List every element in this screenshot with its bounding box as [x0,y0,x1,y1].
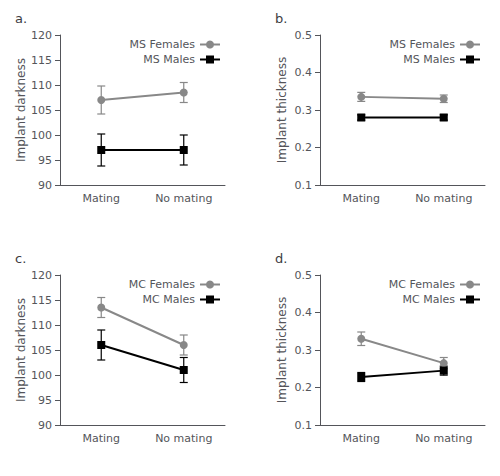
svg-text:d.: d. [275,251,287,266]
svg-text:Mating: Mating [82,192,120,205]
svg-text:100: 100 [31,369,52,382]
svg-text:110: 110 [31,319,52,332]
svg-text:0.1: 0.1 [295,419,313,432]
svg-text:Implant darkness: Implant darkness [14,298,28,402]
svg-text:Implant thickness: Implant thickness [275,57,289,163]
svg-text:95: 95 [38,394,52,407]
svg-text:115: 115 [31,294,52,307]
svg-text:c.: c. [15,251,26,266]
svg-text:Mating: Mating [82,432,120,445]
svg-text:MC Females: MC Females [389,278,455,291]
svg-text:0.3: 0.3 [295,344,313,357]
svg-text:0.4: 0.4 [295,66,313,79]
svg-text:MS Males: MS Males [143,53,195,66]
svg-text:95: 95 [38,154,52,167]
svg-text:MS Females: MS Females [390,38,456,51]
svg-text:0.5: 0.5 [295,29,313,42]
svg-text:MC Males: MC Males [403,293,456,306]
svg-text:115: 115 [31,54,52,67]
svg-text:120: 120 [31,29,52,42]
svg-text:Mating: Mating [342,192,380,205]
svg-text:No mating: No mating [415,432,472,445]
svg-text:0.5: 0.5 [295,269,313,282]
svg-text:0.1: 0.1 [295,179,313,192]
svg-text:MS Males: MS Males [403,53,455,66]
svg-text:110: 110 [31,79,52,92]
svg-text:MC Females: MC Females [129,278,195,291]
svg-text:0.4: 0.4 [295,306,313,319]
svg-text:a.: a. [15,11,27,26]
svg-text:MS Females: MS Females [130,38,196,51]
svg-text:90: 90 [38,179,52,192]
svg-text:105: 105 [31,344,52,357]
svg-text:Implant darkness: Implant darkness [14,58,28,162]
svg-text:90: 90 [38,419,52,432]
svg-text:Mating: Mating [342,432,380,445]
svg-text:Implant thickness: Implant thickness [275,297,289,403]
svg-text:0.3: 0.3 [295,104,313,117]
svg-text:100: 100 [31,129,52,142]
svg-text:0.2: 0.2 [295,381,313,394]
svg-text:MC Males: MC Males [143,293,196,306]
svg-text:No mating: No mating [155,192,212,205]
svg-text:No mating: No mating [155,432,212,445]
svg-text:No mating: No mating [415,192,472,205]
svg-text:0.2: 0.2 [295,141,313,154]
svg-text:120: 120 [31,269,52,282]
svg-text:105: 105 [31,104,52,117]
svg-text:b.: b. [275,11,287,26]
